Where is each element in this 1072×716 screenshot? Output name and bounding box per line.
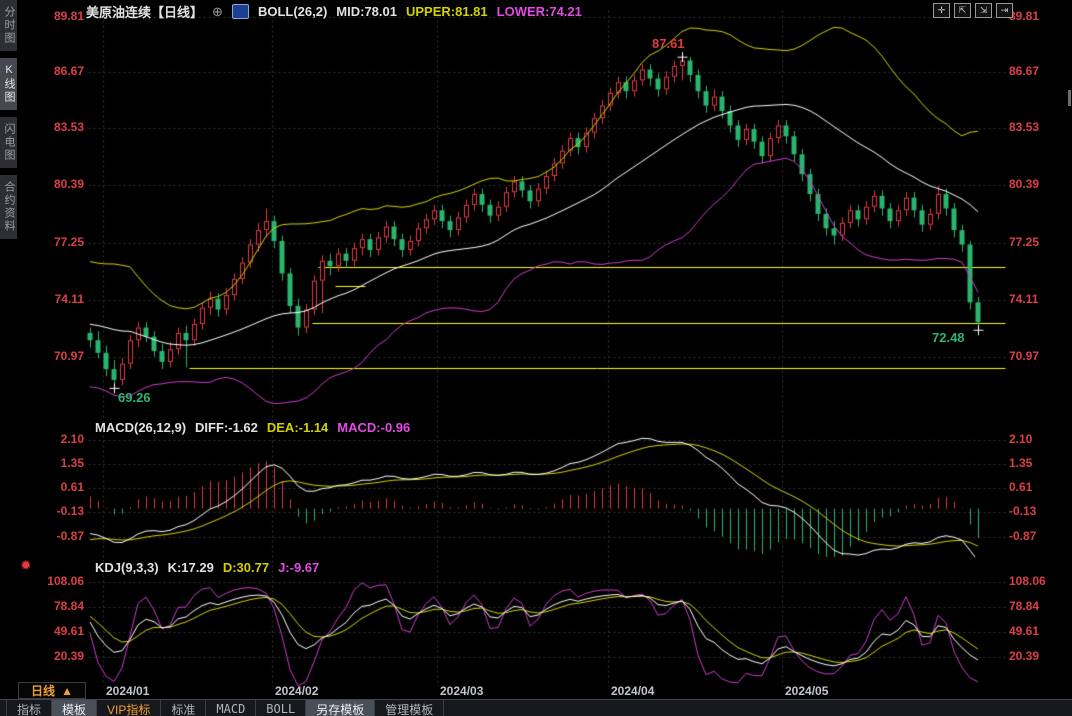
- boll-upper-value: UPPER:81.81: [405, 4, 488, 19]
- crosshair-icon[interactable]: ✛: [933, 3, 950, 18]
- kdj-k-value: K:17.29: [167, 560, 214, 575]
- tab-indicators[interactable]: 指标: [6, 700, 53, 716]
- y-axis-scale-icon[interactable]: ⇲: [975, 3, 992, 18]
- kdj-pane-header: KDJ(9,3,3) K:17.29 D:30.77 J:-9.67: [95, 560, 319, 575]
- bottom-toolbar: 指标 模板 VIP指标 标准 MACD BOLL 另存模板 管理模板: [0, 699, 1072, 716]
- boll-label: BOLL(26,2): [257, 4, 328, 19]
- chart-type-icon[interactable]: [231, 4, 249, 19]
- tab-standard[interactable]: 标准: [161, 700, 207, 716]
- kdj-d-value: D:30.77: [222, 560, 270, 575]
- kdj-j-value: J:-9.67: [278, 560, 320, 575]
- period-selector-button[interactable]: 日线 ▲: [18, 682, 86, 699]
- boll-mid-value: MID:78.01: [336, 4, 397, 19]
- tab-save-template[interactable]: 另存模板: [306, 700, 376, 716]
- boll-lower-value: LOWER:74.21: [496, 4, 582, 19]
- chevron-up-icon: ▲: [61, 683, 73, 698]
- chart-header: 美原油连续【日线】 ⊕ BOLL(26,2) MID:78.01 UPPER:8…: [86, 2, 582, 21]
- sun-icon[interactable]: ✹: [20, 557, 32, 573]
- add-indicator-icon[interactable]: ⊕: [212, 3, 223, 19]
- tab-boll[interactable]: BOLL: [256, 700, 307, 716]
- scrollbar-thumb[interactable]: [1068, 90, 1071, 106]
- sidebar: 分时图 K线图 闪电图 合约资料: [0, 0, 17, 716]
- period-label: 日线: [31, 684, 56, 698]
- tab-macd[interactable]: MACD: [206, 700, 257, 716]
- sidebar-item-contract-info[interactable]: 合约资料: [0, 175, 17, 239]
- macd-dea-value: DEA:-1.14: [266, 420, 329, 435]
- tab-manage-template[interactable]: 管理模板: [375, 700, 445, 716]
- sidebar-item-kline[interactable]: K线图: [0, 58, 17, 110]
- tab-vip-indicators[interactable]: VIP指标: [97, 700, 162, 716]
- page-forward-icon[interactable]: ⇥: [996, 3, 1013, 18]
- macd-pane-header: MACD(26,12,9) DIFF:-1.62 DEA:-1.14 MACD:…: [95, 420, 410, 435]
- kdj-label: KDJ(9,3,3): [95, 560, 159, 575]
- sidebar-item-time-share[interactable]: 分时图: [0, 0, 17, 51]
- x-axis-scale-icon[interactable]: ⇱: [954, 3, 971, 18]
- sidebar-item-lightning[interactable]: 闪电图: [0, 117, 17, 168]
- macd-hist-value: MACD:-0.96: [337, 420, 411, 435]
- tab-templates[interactable]: 模板: [52, 700, 98, 716]
- symbol-title: 美原油连续【日线】: [86, 5, 204, 20]
- macd-diff-value: DIFF:-1.62: [195, 420, 258, 435]
- chart-toolbar-icons: ✛ ⇱ ⇲ ⇥: [933, 3, 1013, 18]
- macd-label: MACD(26,12,9): [95, 420, 187, 435]
